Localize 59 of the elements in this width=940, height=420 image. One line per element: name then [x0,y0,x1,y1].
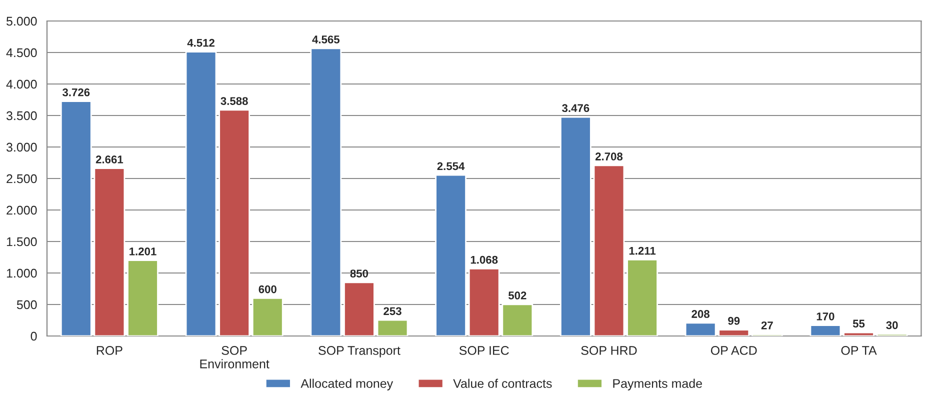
bar [185,51,217,336]
x-tick-label: OP ACD [710,346,757,355]
data-label: 3.476 [562,104,590,112]
data-label: 55 [852,320,865,328]
x-tick-label: ROP [96,346,122,355]
bar [718,329,750,336]
legend-label: Payments made [613,378,702,390]
data-label: 1.068 [470,256,498,264]
y-tick-label: 500 [16,300,37,310]
y-tick-label: 3.500 [6,111,37,120]
x-tick-label: OP TA [841,346,877,355]
data-label: 253 [384,307,402,316]
bar [127,260,158,336]
data-label: 3.726 [62,88,90,96]
bar [684,322,716,336]
data-label: 4.512 [187,38,214,47]
bar [376,319,408,336]
bar [810,324,842,336]
y-tick-label: 2.500 [6,174,37,184]
x-tick-label: SOP IEC [459,346,509,355]
bar [626,259,658,336]
data-label: 4.565 [312,36,340,44]
data-label: 502 [508,292,526,300]
y-tick-label: 2.000 [6,206,37,215]
data-label: 1.201 [130,247,156,256]
bar [843,332,874,336]
bar [344,282,375,336]
bar [94,168,126,336]
data-label: 2.554 [437,162,465,170]
data-label: 600 [258,285,276,294]
x-tick-label: SOP Environment [200,346,270,368]
legend-label: Allocated money [300,378,394,390]
data-label: 208 [692,310,710,318]
data-label: 99 [728,316,740,325]
data-label: 1.211 [629,246,656,255]
bar [60,100,92,336]
data-label: 850 [350,270,368,278]
bar [435,174,466,336]
y-tick-label: 0 [30,332,37,341]
x-tick-label: SOP HRD [581,346,637,355]
y-tick-label: 1.000 [6,268,37,278]
bar [560,116,592,336]
data-label: 170 [816,312,834,320]
x-tick-label: SOP Transport [318,346,400,358]
data-label: 2.661 [96,156,124,164]
y-tick-label: 4.000 [6,80,37,89]
data-label: 2.708 [595,152,623,160]
y-tick-label: 1.500 [6,237,37,246]
bar [218,109,250,336]
legend-label: Value of contracts [453,378,552,388]
bar [310,48,342,336]
y-tick-label: 3.000 [6,142,37,152]
data-label: 27 [761,321,773,330]
y-tick-label: 5.000 [6,16,37,26]
data-label: 3.588 [220,97,248,105]
data-label: 30 [886,321,898,330]
bar [593,164,625,336]
y-tick-label: 4.500 [6,48,37,58]
bar [252,298,284,336]
